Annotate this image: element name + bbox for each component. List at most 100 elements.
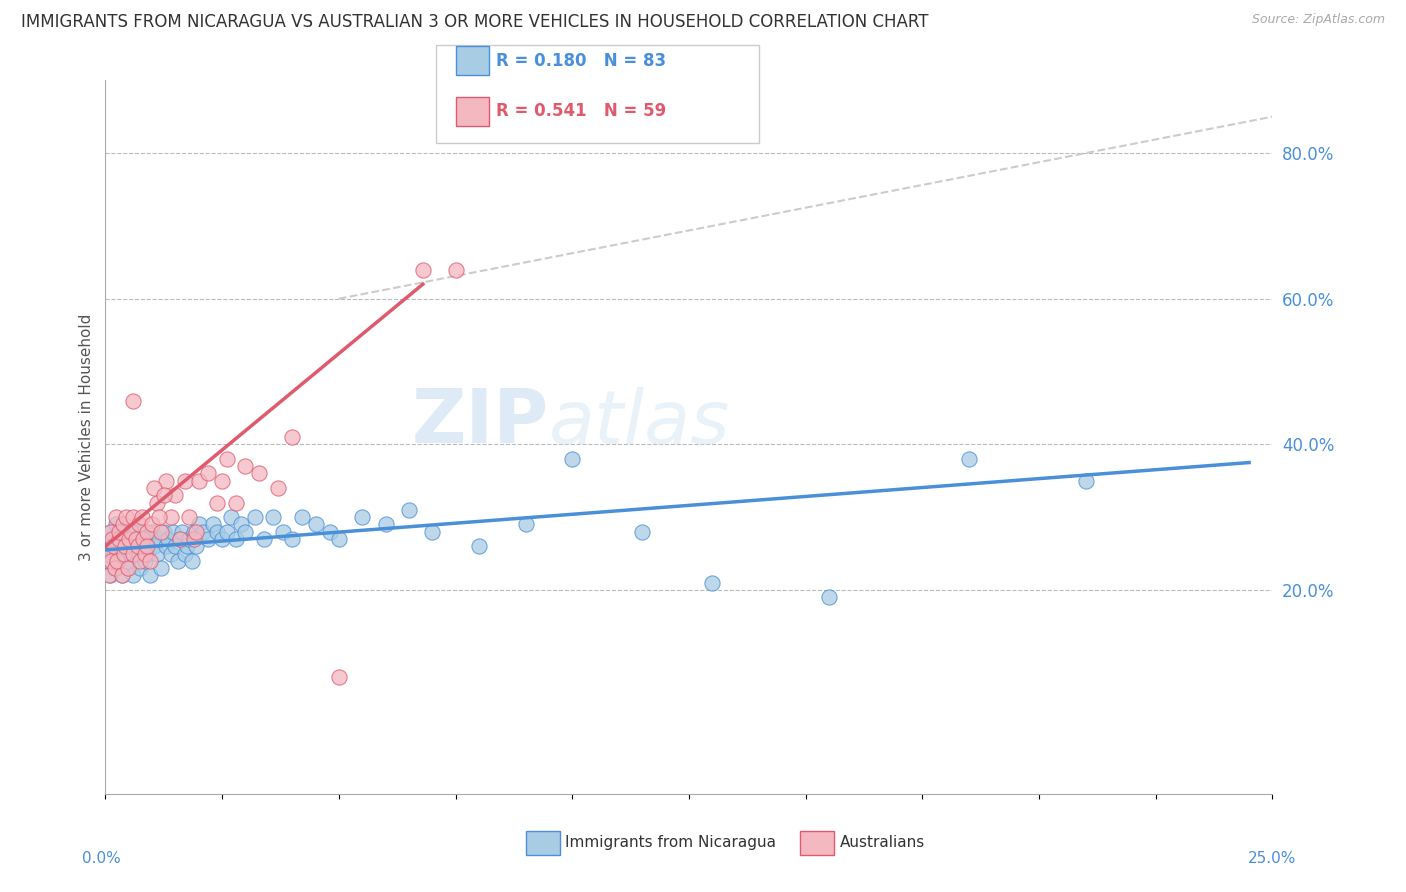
Point <box>122 510 145 524</box>
Point <box>122 568 145 582</box>
Point <box>281 430 304 444</box>
Point <box>135 524 157 539</box>
Point <box>243 510 266 524</box>
Point <box>112 524 135 539</box>
Point <box>197 532 219 546</box>
Point <box>120 547 142 561</box>
Point <box>139 554 162 568</box>
Point <box>115 510 138 524</box>
Point <box>352 510 374 524</box>
Point <box>1074 474 1097 488</box>
Point <box>112 547 135 561</box>
Point <box>328 532 350 546</box>
Point <box>132 539 155 553</box>
Point <box>136 539 159 553</box>
Point <box>631 524 654 539</box>
Point <box>104 561 127 575</box>
Point <box>173 474 195 488</box>
Point <box>235 459 257 474</box>
Point <box>249 467 271 481</box>
Point <box>112 517 135 532</box>
Point <box>186 524 208 539</box>
Point <box>412 262 434 277</box>
Point <box>374 517 396 532</box>
Text: 0.0%: 0.0% <box>82 851 121 866</box>
Point <box>183 524 205 539</box>
Point <box>179 510 201 524</box>
Text: 25.0%: 25.0% <box>1247 851 1296 866</box>
Point <box>101 532 124 546</box>
Point <box>127 539 149 553</box>
Point <box>98 524 121 539</box>
Point <box>176 539 198 553</box>
Point <box>148 510 170 524</box>
Point <box>201 517 224 532</box>
Point <box>128 532 150 546</box>
Y-axis label: 3 or more Vehicles in Household: 3 or more Vehicles in Household <box>79 313 94 561</box>
Point <box>197 467 219 481</box>
Point <box>211 474 233 488</box>
Point <box>271 524 294 539</box>
Point <box>141 524 163 539</box>
Point <box>107 532 129 546</box>
Point <box>120 524 142 539</box>
Text: ZIP: ZIP <box>412 386 548 459</box>
Point <box>150 561 173 575</box>
Point <box>318 524 340 539</box>
Point <box>225 532 247 546</box>
Point <box>444 262 467 277</box>
Point <box>187 474 209 488</box>
Point <box>103 547 125 561</box>
Point <box>128 517 150 532</box>
Point <box>117 561 139 575</box>
Point <box>100 554 122 568</box>
Point <box>561 451 583 466</box>
Point <box>115 532 138 546</box>
Point <box>187 517 209 532</box>
Point <box>235 524 257 539</box>
Point <box>97 554 120 568</box>
Point <box>121 524 143 539</box>
Point <box>104 517 127 532</box>
Text: atlas: atlas <box>548 387 730 458</box>
Point <box>957 451 980 466</box>
Point <box>153 488 174 502</box>
Point <box>101 539 124 553</box>
Point <box>221 510 243 524</box>
Point <box>139 568 162 582</box>
Point <box>162 524 184 539</box>
Point <box>121 547 143 561</box>
Point <box>211 532 233 546</box>
Point <box>141 517 163 532</box>
Point <box>165 539 187 553</box>
Point <box>100 524 122 539</box>
Point <box>125 539 148 553</box>
Point <box>166 554 188 568</box>
Point <box>180 554 202 568</box>
Point <box>183 532 205 546</box>
Point <box>129 561 152 575</box>
Point <box>125 532 148 546</box>
Text: Immigrants from Nicaragua: Immigrants from Nicaragua <box>565 836 776 850</box>
Point <box>207 495 229 509</box>
Text: R = 0.541   N = 59: R = 0.541 N = 59 <box>496 103 666 120</box>
Text: IMMIGRANTS FROM NICARAGUA VS AUSTRALIAN 3 OR MORE VEHICLES IN HOUSEHOLD CORRELAT: IMMIGRANTS FROM NICARAGUA VS AUSTRALIAN … <box>21 13 928 31</box>
Point <box>143 539 166 553</box>
Point <box>186 539 208 553</box>
Point <box>108 539 131 553</box>
Point <box>155 474 177 488</box>
Point <box>169 532 191 546</box>
Text: R = 0.180   N = 83: R = 0.180 N = 83 <box>496 52 666 70</box>
Point <box>105 554 128 568</box>
Point <box>131 524 153 539</box>
Point <box>702 575 724 590</box>
Point <box>97 547 120 561</box>
Point <box>304 517 326 532</box>
Point <box>118 539 141 553</box>
Point <box>263 510 285 524</box>
Point <box>155 539 177 553</box>
Point <box>131 510 153 524</box>
Point <box>173 547 195 561</box>
Point <box>225 495 247 509</box>
Point <box>108 524 131 539</box>
